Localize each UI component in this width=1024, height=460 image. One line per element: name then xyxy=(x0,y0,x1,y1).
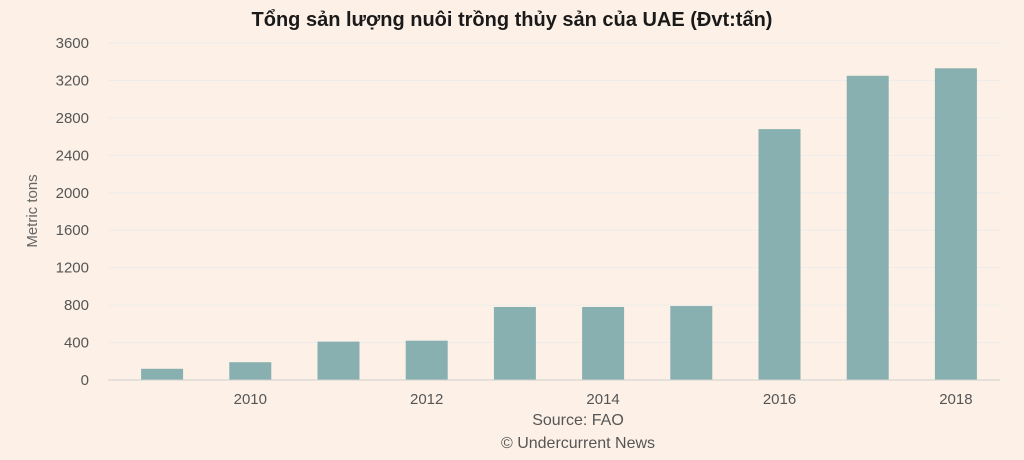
grid xyxy=(108,42,1000,344)
y-tick-label: 1600 xyxy=(56,222,89,239)
y-tick-label: 0 xyxy=(81,372,89,389)
bar-2015 xyxy=(670,306,713,380)
y-tick-label: 1200 xyxy=(56,260,89,277)
y-axis-label: Metric tons xyxy=(24,174,41,247)
x-tick-label: 2012 xyxy=(410,391,443,408)
bar-2009 xyxy=(141,368,184,380)
y-tick-label: 400 xyxy=(64,335,89,352)
y-tick-label: 3600 xyxy=(56,35,89,52)
bar-2018 xyxy=(934,68,977,381)
bar-2012 xyxy=(405,340,448,380)
y-tick-label: 3200 xyxy=(56,72,89,89)
x-tick-label: 2014 xyxy=(586,391,619,408)
y-tick-label: 800 xyxy=(64,297,89,314)
bar-2016 xyxy=(758,129,801,380)
credit-label: © Undercurrent News xyxy=(501,435,655,452)
y-tick-label: 2000 xyxy=(56,185,89,202)
y-tick-label: 2400 xyxy=(56,147,89,164)
y-axis-ticks: 0 400 800 1200 1600 2000 2400 2800 3200 3600 xyxy=(56,35,89,389)
x-tick-label: 2010 xyxy=(234,391,267,408)
bar-2011 xyxy=(317,341,360,380)
x-tick-label: 2018 xyxy=(939,391,972,408)
bar-2014 xyxy=(582,306,625,380)
bar-2017 xyxy=(846,75,889,380)
bars xyxy=(141,68,977,381)
y-tick-label: 2800 xyxy=(56,110,89,127)
x-tick-label: 2016 xyxy=(763,391,796,408)
chart-title: Tổng sản lượng nuôi trồng thủy sản của U… xyxy=(252,9,773,31)
source-label: Source: FAO xyxy=(532,412,624,429)
x-axis-ticks: 2010 2012 2014 2016 2018 xyxy=(234,391,973,408)
bar-2010 xyxy=(229,362,272,380)
bar-2013 xyxy=(493,306,536,380)
